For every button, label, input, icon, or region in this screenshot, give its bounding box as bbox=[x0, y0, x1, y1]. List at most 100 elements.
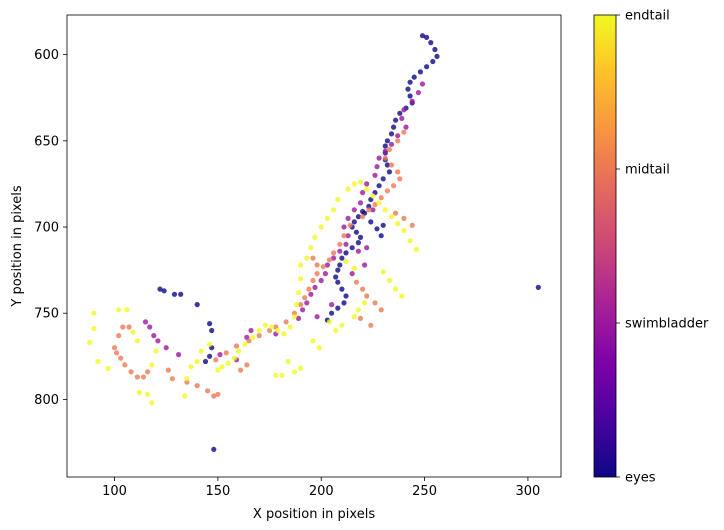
point-midtail bbox=[395, 169, 401, 175]
point-eyes bbox=[424, 34, 430, 41]
point-swimbladder bbox=[362, 262, 368, 268]
point-swimbladder bbox=[355, 248, 361, 254]
point-eyes bbox=[207, 321, 213, 327]
point-midtail bbox=[314, 271, 320, 277]
point-eyes bbox=[411, 74, 417, 80]
point-swimbladder bbox=[176, 352, 182, 358]
point-endtail bbox=[351, 314, 357, 320]
point-swimbladder bbox=[163, 345, 169, 351]
point-midtail bbox=[116, 333, 122, 339]
point-endtail bbox=[407, 238, 413, 244]
point-eyes bbox=[368, 219, 374, 225]
point-midtail bbox=[126, 324, 132, 330]
point-midtail bbox=[320, 264, 326, 270]
point-midtail bbox=[366, 207, 372, 213]
point-midtail bbox=[118, 355, 124, 361]
point-eyes bbox=[393, 117, 399, 123]
point-swimbladder bbox=[345, 233, 351, 239]
point-endtail bbox=[184, 376, 190, 382]
point-eyes bbox=[333, 274, 339, 280]
point-endtail bbox=[388, 214, 395, 220]
point-swimbladder bbox=[374, 164, 380, 170]
point-endtail bbox=[273, 372, 279, 378]
point-eyes bbox=[384, 162, 390, 168]
colorbar-tick-label: endtail bbox=[625, 9, 670, 24]
point-endtail bbox=[326, 319, 333, 325]
point-endtail bbox=[194, 358, 200, 365]
point-eyes bbox=[355, 214, 361, 220]
point-eyes bbox=[209, 327, 215, 334]
point-endtail bbox=[242, 341, 248, 347]
point-swimbladder bbox=[382, 148, 388, 154]
point-midtail bbox=[128, 369, 134, 375]
point-swimbladder bbox=[337, 248, 343, 254]
point-endtail bbox=[105, 365, 111, 371]
point-eyes bbox=[374, 226, 380, 232]
point-endtail bbox=[380, 269, 386, 275]
point-midtail bbox=[401, 215, 407, 221]
point-endtail bbox=[215, 367, 221, 373]
point-midtail bbox=[238, 367, 244, 373]
point-eyes bbox=[397, 110, 403, 116]
point-endtail bbox=[188, 364, 194, 370]
point-midtail bbox=[393, 210, 399, 216]
point-eyes bbox=[178, 291, 184, 297]
point-swimbladder bbox=[415, 90, 421, 96]
point-midtail bbox=[134, 374, 140, 380]
point-endtail bbox=[304, 255, 310, 261]
point-midtail bbox=[378, 307, 384, 313]
x-tick-label: 200 bbox=[309, 484, 334, 499]
point-swimbladder bbox=[401, 107, 407, 113]
point-endtail bbox=[339, 322, 345, 328]
point-eyes bbox=[382, 143, 388, 149]
point-swimbladder bbox=[349, 271, 355, 277]
point-endtail bbox=[298, 262, 304, 268]
point-endtail bbox=[324, 215, 330, 221]
point-swimbladder bbox=[357, 200, 364, 206]
point-endtail bbox=[355, 307, 361, 313]
point-midtail bbox=[372, 300, 378, 306]
point-midtail bbox=[213, 357, 219, 363]
point-endtail bbox=[130, 329, 136, 335]
point-endtail bbox=[316, 345, 322, 351]
point-swimbladder bbox=[376, 155, 382, 161]
point-midtail bbox=[360, 286, 366, 292]
point-endtail bbox=[275, 327, 281, 334]
plot-area-frame bbox=[66, 14, 562, 478]
point-midtail bbox=[169, 376, 175, 382]
point-endtail bbox=[281, 331, 287, 337]
scatter-points bbox=[87, 33, 541, 452]
point-eyes bbox=[424, 64, 430, 70]
point-endtail bbox=[295, 289, 302, 296]
point-eyes bbox=[207, 353, 213, 359]
point-eyes bbox=[417, 69, 423, 75]
point-midtail bbox=[223, 350, 229, 356]
point-midtail bbox=[194, 383, 200, 389]
point-midtail bbox=[205, 388, 211, 394]
point-swimbladder bbox=[345, 215, 351, 221]
point-endtail bbox=[357, 179, 364, 185]
point-endtail bbox=[285, 358, 291, 365]
point-endtail bbox=[95, 358, 101, 365]
x-tick-label: 100 bbox=[102, 484, 127, 499]
point-midtail bbox=[233, 343, 240, 349]
point-eyes bbox=[351, 219, 357, 225]
point-swimbladder bbox=[318, 277, 324, 284]
point-eyes bbox=[355, 240, 361, 246]
point-midtail bbox=[211, 393, 217, 399]
point-eyes bbox=[343, 293, 349, 299]
point-eyes bbox=[535, 284, 541, 290]
point-midtail bbox=[395, 138, 401, 144]
point-midtail bbox=[391, 183, 397, 189]
point-eyes bbox=[419, 33, 426, 39]
point-eyes bbox=[357, 234, 364, 240]
point-swimbladder bbox=[364, 245, 370, 251]
point-midtail bbox=[364, 293, 370, 299]
point-midtail bbox=[122, 362, 128, 368]
point-midtail bbox=[283, 319, 289, 325]
point-endtail bbox=[136, 389, 142, 396]
point-endtail bbox=[308, 245, 314, 251]
point-swimbladder bbox=[343, 241, 349, 247]
point-endtail bbox=[386, 277, 392, 284]
